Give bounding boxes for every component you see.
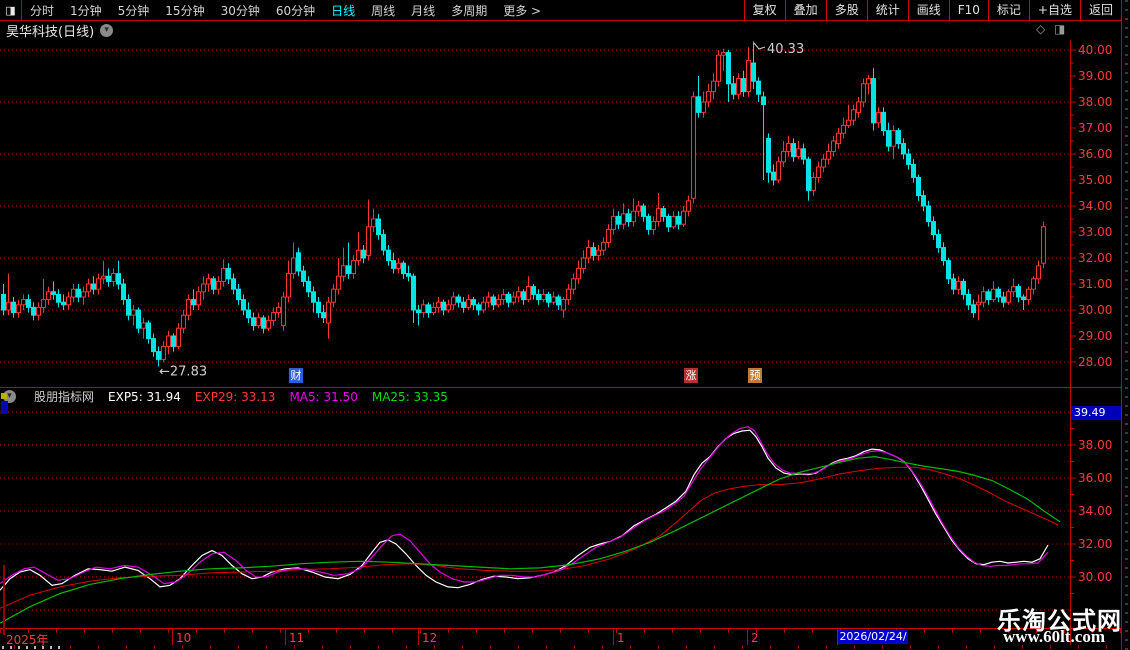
period-item-日线[interactable]: 日线 xyxy=(331,3,356,18)
indicator-ticks xyxy=(1071,428,1076,594)
grid-lines xyxy=(0,49,1070,363)
svg-text:←27.83: ←27.83 xyxy=(159,364,207,379)
current-date-badge: 2026/02/24/二 xyxy=(838,630,908,650)
period-item-多周期[interactable]: 多周期 xyxy=(451,3,488,18)
event-badge-涨: 涨 xyxy=(684,368,698,383)
event-badge-财: 财 xyxy=(289,368,303,383)
indicator-source-label: 股朋指标网 xyxy=(34,390,95,404)
svg-text:39.00: 39.00 xyxy=(1078,69,1112,83)
watermark-site-name: 乐淘公式网 xyxy=(997,607,1122,635)
period-item-周线[interactable]: 周线 xyxy=(371,3,396,18)
svg-text:36.00: 36.00 xyxy=(1078,471,1112,485)
exp29-value-label: EXP29: 33.13 xyxy=(194,389,276,404)
clipped-text-fragment xyxy=(2,646,66,649)
watermark-url: www.60lt.com xyxy=(1003,627,1105,646)
price-annotations: 40.33 ←27.83 xyxy=(159,42,804,379)
timeline-separator xyxy=(172,629,173,645)
price-axis-line xyxy=(1070,40,1071,645)
indicator-grid xyxy=(0,411,1070,611)
indicator-line-MA5 xyxy=(0,426,1049,585)
split-pane-icon: ◨ xyxy=(5,3,16,17)
svg-text:38.00: 38.00 xyxy=(1078,95,1112,109)
svg-text:36.00: 36.00 xyxy=(1078,147,1112,161)
toolbar-button-返回[interactable]: 返回 xyxy=(1079,0,1121,20)
toolbar-buttons: 复权 叠加 多股 统计 画线 F10 标记 +自选 返回 xyxy=(743,0,1121,20)
toolbar-button-叠加[interactable]: 叠加 xyxy=(784,0,826,20)
split-window-icon[interactable]: ◨ xyxy=(1054,22,1066,36)
svg-text:40.33: 40.33 xyxy=(767,42,804,57)
svg-text:33.00: 33.00 xyxy=(1078,225,1112,239)
svg-text:40.00: 40.00 xyxy=(1078,43,1112,57)
side-panel-blue-mark xyxy=(1,401,8,414)
timeline-separator xyxy=(285,629,286,645)
period-item-1分钟[interactable]: 1分钟 xyxy=(70,3,102,18)
period-item-5分钟[interactable]: 5分钟 xyxy=(117,3,150,18)
indicator-chart[interactable]: 38.00 36.00 34.00 32.00 30.00 xyxy=(0,404,1121,628)
event-badge-预: 预 xyxy=(748,368,762,383)
indicator-line-EXP29 xyxy=(0,466,1059,609)
indicator-header: ▾ 股朋指标网 EXP5: 31.94 EXP29: 33.13 MA5: 31… xyxy=(0,389,1121,404)
svg-text:38.00: 38.00 xyxy=(1078,438,1112,452)
svg-text:35.00: 35.00 xyxy=(1078,173,1112,187)
svg-text:30.00: 30.00 xyxy=(1078,570,1112,584)
timeline-separator xyxy=(837,629,838,645)
timeline-separator xyxy=(747,629,748,645)
period-item-更多 >[interactable]: 更多 > xyxy=(503,3,542,18)
period-item-分时[interactable]: 分时 xyxy=(30,3,55,18)
side-panel-red-mark xyxy=(3,565,5,635)
toolbar-button-画线[interactable]: 画线 xyxy=(907,0,949,20)
clipped-bottom-panel xyxy=(0,645,1121,650)
svg-text:34.00: 34.00 xyxy=(1078,199,1112,213)
svg-text:32.00: 32.00 xyxy=(1078,251,1112,265)
exp5-value-label: EXP5: 31.94 xyxy=(108,389,181,404)
page-title: 昊华科技(日线) xyxy=(6,25,95,40)
period-item-60分钟[interactable]: 60分钟 xyxy=(275,3,316,18)
toolbar-button-标记[interactable]: 标记 xyxy=(987,0,1029,20)
main-candlestick-chart[interactable]: 40.00 39.00 38.00 37.00 36.00 35.00 34.00 33.00… xyxy=(0,40,1121,387)
timeline-label-2025年: 2025年 xyxy=(6,633,49,647)
svg-text:37.00: 37.00 xyxy=(1078,121,1112,135)
diamond-icon[interactable]: ◇ xyxy=(1036,22,1046,36)
timeline-label-2: 2 xyxy=(751,631,759,645)
svg-text:30.00: 30.00 xyxy=(1078,303,1112,317)
layout-split-button[interactable]: ◨ xyxy=(0,0,22,20)
period-item-15分钟[interactable]: 15分钟 xyxy=(165,3,205,18)
period-item-30分钟[interactable]: 30分钟 xyxy=(220,3,260,18)
svg-text:34.00: 34.00 xyxy=(1078,504,1112,518)
timeline-separator xyxy=(418,629,419,645)
axis-ticks xyxy=(1071,49,1076,363)
indicator-line-MA25 xyxy=(0,455,1061,624)
toolbar-button-统计[interactable]: 统计 xyxy=(866,0,908,20)
toolbar-button-复权[interactable]: 复权 xyxy=(743,0,785,20)
current-value-badge: 39.49 xyxy=(1071,406,1122,420)
indicator-axis-labels: 38.00 36.00 34.00 32.00 30.00 xyxy=(1078,438,1112,584)
svg-text:28.00: 28.00 xyxy=(1078,355,1112,369)
timeline-label-1: 1 xyxy=(617,631,625,645)
candles-layer xyxy=(1,41,1046,367)
svg-text:32.00: 32.00 xyxy=(1078,537,1112,551)
timeline-label-11: 11 xyxy=(289,631,305,645)
timeline-label-12: 12 xyxy=(422,631,438,645)
ma25-value-label: MA25: 33.35 xyxy=(371,389,448,404)
period-item-月线[interactable]: 月线 xyxy=(411,3,436,18)
timeline-separator xyxy=(613,629,614,645)
svg-text:31.00: 31.00 xyxy=(1078,277,1112,291)
toolbar-button-多股[interactable]: 多股 xyxy=(825,0,867,20)
svg-text:29.00: 29.00 xyxy=(1078,329,1112,343)
chevron-down-icon[interactable]: ▾ xyxy=(100,24,114,37)
toolbar-button-F10[interactable]: F10 xyxy=(948,0,988,20)
timeline-label-10: 10 xyxy=(176,631,192,645)
toolbar-button-+自选[interactable]: +自选 xyxy=(1028,0,1080,20)
period-toolbar: ◨ 分时 1分钟 5分钟 15分钟 30分钟 60分钟 日线 周线 月线 多周期 更多 > 复权 叠加… xyxy=(0,0,1121,21)
period-menu: 分时 1分钟 5分钟 15分钟 30分钟 60分钟 日线 周线 月线 多周期 更多 > xyxy=(22,0,549,20)
title-bar: 昊华科技(日线) ▾ xyxy=(0,21,1121,40)
side-panel-yellow-mark xyxy=(1,393,7,399)
ma5-value-label: MA5: 31.50 xyxy=(289,389,358,404)
panel-divider xyxy=(0,387,1121,388)
collapsed-side-panel[interactable] xyxy=(1121,0,1130,650)
price-axis-labels: 40.00 39.00 38.00 37.00 36.00 35.00 34.00 33.00… xyxy=(1078,43,1112,369)
